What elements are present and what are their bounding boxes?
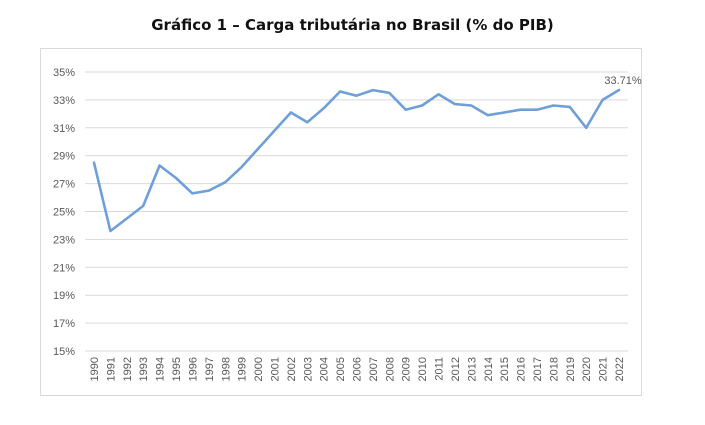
x-tick-label: 1998 [220,357,232,381]
data-point [355,94,358,97]
data-point [552,104,555,107]
x-tick-label: 1991 [105,357,117,381]
series-line [92,88,621,233]
y-tick-label: 15% [53,346,75,358]
x-tick-label: 2020 [581,357,593,381]
x-tick-label: 2006 [352,357,364,381]
data-labels: 33.71% [604,75,642,87]
y-tick-label: 35% [53,67,75,79]
x-tick-label: 2015 [499,357,511,381]
x-tick-label: 1999 [237,357,249,381]
data-point [93,161,96,164]
y-tick-label: 17% [53,318,75,330]
y-tick-label: 19% [53,290,75,302]
data-point [601,99,604,102]
x-tick-label: 2012 [450,357,462,381]
data-point [568,106,571,109]
data-point [536,108,539,111]
data-point [175,177,178,180]
x-tick-label: 2021 [598,357,610,381]
x-axis-ticks: 1990 1991 1992 1993 1994 1995 1996 1997 1998 1999… [89,357,626,381]
y-tick-label: 31% [53,123,75,135]
x-tick-label: 2000 [253,357,265,381]
x-tick-label: 2019 [565,357,577,381]
x-tick-label: 2002 [286,357,298,381]
data-point [404,108,407,111]
data-point [322,107,325,110]
gridlines [85,71,628,352]
y-tick-label: 27% [53,179,75,191]
data-point [191,192,194,195]
x-tick-label: 2011 [434,357,446,381]
y-tick-label: 25% [53,207,75,219]
x-tick-label: 2008 [384,357,396,381]
data-point [273,129,276,132]
data-point [372,89,375,92]
x-tick-label: 2013 [466,357,478,381]
data-point [339,90,342,93]
data-point [519,108,522,111]
x-tick-label: 2009 [401,357,413,381]
y-tick-label: 33% [53,95,75,107]
chart-frame [40,48,642,396]
data-point [388,92,391,95]
x-tick-label: 1996 [187,357,199,381]
x-tick-label: 2017 [532,357,544,381]
data-point [109,230,112,233]
x-tick-label: 1992 [122,357,134,381]
data-point [306,121,309,124]
x-tick-label: 2010 [417,357,429,381]
data-point [224,181,227,184]
data-point [585,127,588,130]
x-tick-label: 1990 [89,357,101,381]
data-point [208,189,211,192]
data-point [142,205,145,208]
data-point [486,114,489,117]
y-tick-label: 23% [53,234,75,246]
x-tick-label: 2016 [516,357,528,381]
x-tick-label: 2018 [548,357,560,381]
data-label: 33.71% [604,75,642,87]
data-point [126,217,129,220]
x-tick-label: 2022 [614,357,626,381]
data-point [618,89,621,92]
x-tick-label: 2007 [368,357,380,381]
x-tick-label: 1995 [171,357,183,381]
x-tick-label: 1997 [204,357,216,381]
x-tick-label: 1993 [138,357,150,381]
data-point [503,111,506,114]
y-tick-label: 21% [53,262,75,274]
x-tick-label: 2014 [483,357,495,381]
x-tick-label: 2005 [335,357,347,381]
x-tick-label: 1994 [155,357,167,381]
data-point [437,93,440,96]
x-tick-label: 2001 [269,357,281,381]
data-point [421,104,424,107]
data-point [158,164,161,167]
data-point [240,166,243,169]
y-axis-ticks: 15% 17% 19% 21% 23% 25% 27% 29% 31% 33% 35% [53,67,75,358]
data-point [454,103,457,106]
chart-title: Gráfico 1 – Carga tributária no Brasil (… [151,16,554,34]
x-tick-label: 2003 [302,357,314,381]
y-tick-label: 29% [53,151,75,163]
x-tick-label: 2004 [319,357,331,381]
data-point [290,111,293,114]
series-group [92,88,621,233]
data-point [257,147,260,150]
data-point [470,104,473,107]
